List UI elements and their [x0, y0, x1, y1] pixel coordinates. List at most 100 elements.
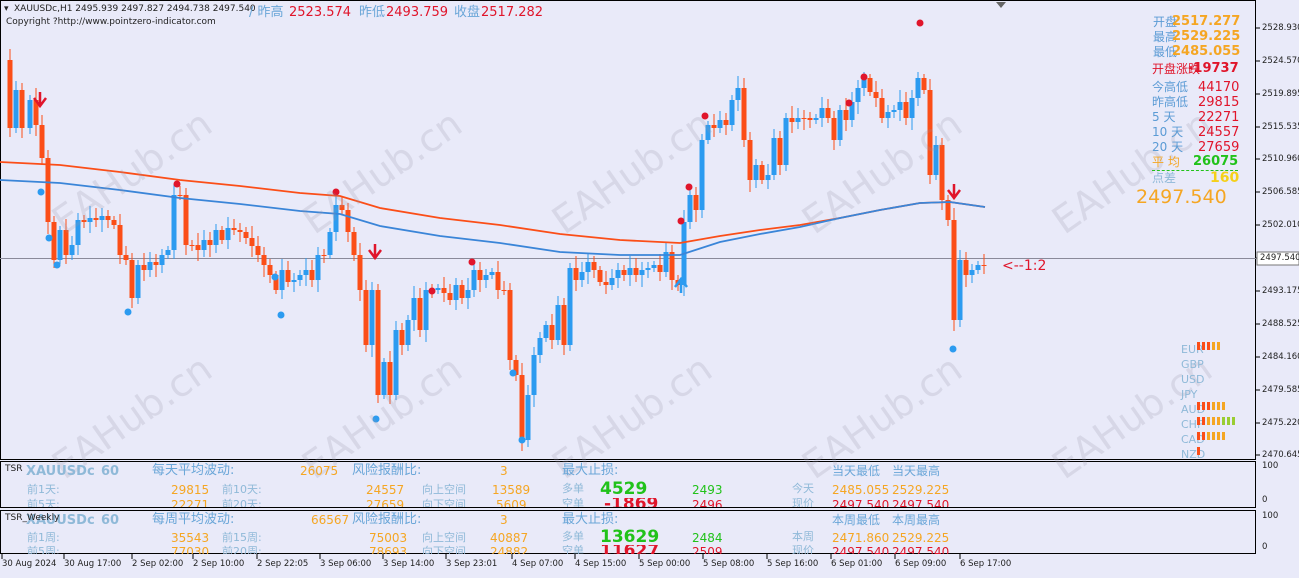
- pane2-indicator-name: TSR_Weekly: [5, 513, 60, 523]
- currency-strength-bars: [1197, 342, 1235, 455]
- pane2-risk-label: 风险报酬比:: [352, 512, 422, 527]
- pane1-label: 前10天:: [222, 483, 262, 496]
- price-axis-label: 2510.960: [1262, 154, 1299, 164]
- pane2-avg-vol-label: 每周平均波动:: [152, 512, 235, 527]
- scroll-marker-icon[interactable]: [996, 2, 1006, 8]
- pane1-indicator-name: TSR: [5, 464, 23, 474]
- pane2-value: 35543: [171, 531, 210, 545]
- pane1-symbol: XAUUSDc: [26, 464, 95, 479]
- candles-layer: [7, 49, 987, 451]
- time-axis-label: 3 Sep 06:00: [320, 559, 372, 569]
- high-label: 最高: [1153, 30, 1178, 44]
- high-value: 2529.225: [1172, 29, 1241, 44]
- big-price: 2497.540: [1136, 186, 1227, 208]
- open-value: 2517.277: [1172, 14, 1241, 29]
- moving-averages-layer: [0, 161, 986, 256]
- pane1-value: 29815: [171, 483, 210, 497]
- time-axis-label: 2 Sep 10:00: [193, 559, 245, 569]
- time-axis-label: 3 Sep 14:00: [383, 559, 435, 569]
- price-axis-label: 2479.585: [1262, 385, 1299, 395]
- range-row-label: 昨高低: [1152, 95, 1189, 109]
- pane1-today-low-label: 当天最低: [832, 464, 881, 478]
- pane1-frame: [0, 461, 1256, 508]
- price-axis-label: 2506.585: [1262, 187, 1299, 197]
- currency-label: AUD: [1181, 403, 1206, 416]
- avg-label: 平 均: [1152, 155, 1180, 169]
- pane1-label: 现价: [792, 498, 814, 507]
- prev-high-value: 2523.574: [289, 5, 352, 20]
- pane2-short-value: 11627: [600, 545, 659, 554]
- close-value: 2517.282: [481, 5, 544, 20]
- time-axis-label: 6 Sep 01:00: [831, 559, 883, 569]
- symbol-ohlc-line: XAUUSDc,H1 2495.939 2497.827 2494.738 24…: [14, 4, 256, 14]
- pane1-value: 22271: [171, 498, 210, 507]
- pane2-value: 2529.225: [892, 531, 950, 545]
- time-axis-ticks: [1, 554, 961, 559]
- pane2-label: 前20周:: [222, 545, 262, 554]
- price-axis-ticks: [1256, 27, 1260, 456]
- pane2-short-price: 2509: [692, 545, 723, 554]
- time-axis-label: 6 Sep 17:00: [960, 559, 1012, 569]
- pane2-value: 2497.540: [832, 545, 890, 554]
- pane2-row2-clip: 前5周: 77030 前20周: 78693 向下空间 24882 空单 116…: [1, 545, 1255, 554]
- spread-label: 点差: [1152, 171, 1177, 185]
- pane1-short-value: -1869: [604, 498, 658, 507]
- pane1-label: 前20天:: [222, 498, 262, 507]
- pane2-long-price: 2484: [692, 531, 723, 545]
- price-axis-label: 2502.010: [1262, 220, 1299, 230]
- pane2-value: 77030: [171, 545, 210, 554]
- pane2-period: 60: [101, 513, 120, 528]
- change-value: -19737: [1188, 61, 1239, 76]
- pane1-value: 2529.225: [892, 483, 950, 497]
- pane2-scale-bottom: 0: [1262, 542, 1268, 552]
- currency-label: USD: [1181, 373, 1205, 386]
- time-axis-label: 30 Aug 2024: [2, 559, 57, 569]
- avg-value: 26075: [1193, 154, 1239, 169]
- pane1-label: 今天: [792, 482, 814, 495]
- pane1-value: 5609: [496, 498, 527, 507]
- currency-label: GBP: [1181, 358, 1204, 371]
- symbol-dropdown-icon[interactable]: ▾: [4, 4, 9, 14]
- pane1-value: 2497.540: [892, 498, 950, 507]
- price-axis-label: 2475.220: [1262, 418, 1299, 428]
- currency-label: CHF: [1181, 418, 1204, 431]
- copyright-text: Copyright ?http://www.pointzero-indicato…: [6, 17, 216, 27]
- spread-value: 160: [1210, 170, 1240, 186]
- pane1-risk-label: 风险报酬比:: [352, 463, 422, 478]
- pane2-scale-top: 100: [1262, 511, 1279, 521]
- pane2-label: 本周: [792, 530, 814, 543]
- pane1-label: 向下空间: [422, 498, 466, 507]
- currency-label: CAD: [1181, 433, 1205, 446]
- pane2-max-stop-label: 最大止损:: [562, 512, 619, 527]
- pane2-week-high-label: 本周最高: [892, 513, 941, 527]
- time-axis-label: 3 Sep 23:01: [446, 559, 498, 569]
- pane1-value: 2497.540: [832, 498, 890, 507]
- pane1-row2-clip: 前5天: 22271 前20天: 27659 向下空间 5609 空单 -186…: [1, 498, 1255, 507]
- pane2-value: 2497.540: [892, 545, 950, 554]
- pane1-scale-bottom: 0: [1262, 495, 1268, 505]
- pane2-value: 78693: [369, 545, 408, 554]
- pane2-frame: [0, 510, 1256, 554]
- pane2-symbol: XAUUSDc: [26, 513, 95, 528]
- price-axis-label: 2484.160: [1262, 352, 1299, 362]
- price-axis-label: 2488.525: [1262, 319, 1299, 329]
- pane1-long-price: 2493: [692, 483, 723, 497]
- pane1-label: 前1天:: [27, 483, 60, 496]
- pane2-long-value: 13629: [600, 527, 660, 547]
- pane2-label: 向上空间: [422, 531, 466, 544]
- pane2-label: 向下空间: [422, 545, 466, 554]
- pane1-value: 13589: [492, 483, 531, 497]
- pane2-risk-value: 3: [500, 513, 508, 527]
- pane1-label: 空单: [562, 498, 584, 507]
- range-row-label: 10 天: [1152, 125, 1184, 139]
- prev-low-value: 2493.759: [386, 5, 449, 20]
- main-plot-frame: [0, 0, 1256, 460]
- pane1-value: 24557: [366, 483, 405, 497]
- price-axis-label: 2519.895: [1262, 89, 1299, 99]
- currency-label: NZD: [1181, 448, 1206, 461]
- range-row-value: 29815: [1198, 95, 1240, 110]
- pane1-avg-vol-value: 26075: [300, 464, 339, 478]
- pane2-value: 2471.860: [832, 531, 890, 545]
- time-axis-label: 5 Sep 08:00: [703, 559, 755, 569]
